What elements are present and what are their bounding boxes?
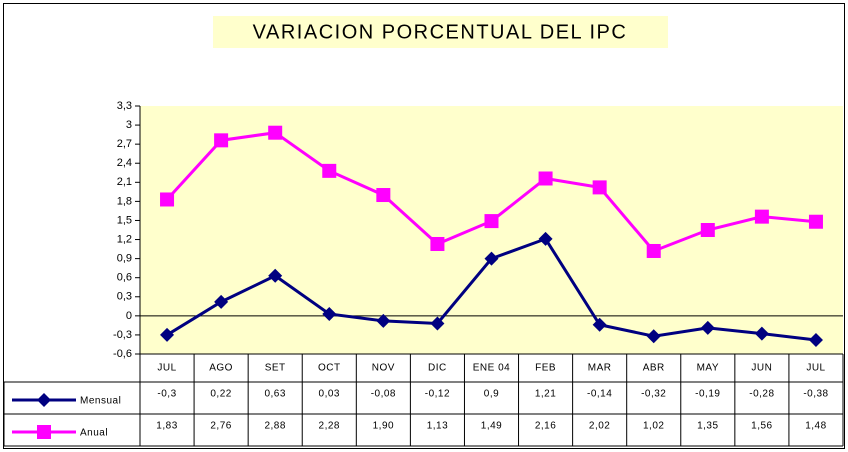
data-point <box>808 214 823 229</box>
legend-label: Anual <box>80 428 108 439</box>
data-point <box>322 306 337 321</box>
data-point <box>646 329 661 344</box>
data-point <box>538 171 553 186</box>
data-point <box>214 133 229 148</box>
x-tick-label: ENE 04 <box>473 363 510 374</box>
data-point <box>484 214 499 229</box>
x-tick-label: FEB <box>535 363 556 374</box>
data-point <box>268 125 283 140</box>
data-point <box>484 251 499 266</box>
data-label: 0,9 <box>484 389 499 400</box>
legend-marker <box>37 393 51 407</box>
data-label: 1,48 <box>805 421 826 432</box>
data-point <box>160 327 175 342</box>
data-point <box>754 209 769 224</box>
x-tick-label: JUL <box>806 363 825 374</box>
data-point <box>700 223 715 237</box>
data-label: 2,76 <box>210 421 231 432</box>
data-label: -0,12 <box>425 389 450 400</box>
data-point <box>376 313 391 328</box>
x-tick-label: JUN <box>751 363 772 374</box>
data-label: -0,38 <box>803 389 828 400</box>
data-label: -0,08 <box>371 389 396 400</box>
x-tick-label: JUL <box>157 363 176 374</box>
y-tick-label: 0 <box>126 310 132 322</box>
data-point <box>160 192 175 207</box>
legend-label: Mensual <box>80 396 121 407</box>
data-label: 1,02 <box>643 421 664 432</box>
y-tick-label: 3 <box>126 119 132 131</box>
data-point <box>808 333 823 348</box>
legend-marker <box>37 425 51 439</box>
data-point <box>700 320 715 335</box>
y-tick-label: -0,6 <box>113 348 132 360</box>
data-label: 0,22 <box>210 389 231 400</box>
data-label: 1,56 <box>751 421 772 432</box>
y-tick-label: 0,3 <box>117 291 132 303</box>
x-tick-label: NOV <box>372 363 395 374</box>
data-point <box>376 188 391 203</box>
data-point <box>430 316 445 331</box>
plot-area <box>140 106 843 354</box>
data-label: 1,83 <box>156 421 177 432</box>
data-label: 1,90 <box>373 421 394 432</box>
x-tick-label: AGO <box>209 363 233 374</box>
data-label: 0,03 <box>319 389 340 400</box>
data-point <box>322 163 337 178</box>
title-box <box>213 16 668 48</box>
x-tick-label: OCT <box>318 363 341 374</box>
data-point <box>646 243 661 258</box>
data-label: -0,32 <box>641 389 666 400</box>
data-label: 2,16 <box>535 421 556 432</box>
data-label: 2,88 <box>264 421 285 432</box>
data-label: 0,63 <box>264 389 285 400</box>
data-label: -0,19 <box>695 389 720 400</box>
data-label: 2,02 <box>589 421 610 432</box>
data-point <box>268 268 283 283</box>
y-tick-label: 0,9 <box>117 253 132 265</box>
y-tick-label: 2,1 <box>117 176 132 188</box>
data-label: -0,3 <box>157 389 176 400</box>
y-tick-label: 1,5 <box>117 214 132 226</box>
x-tick-label: ABR <box>643 363 665 374</box>
x-tick-label: SET <box>265 363 286 374</box>
y-tick-label: 2,4 <box>117 157 132 169</box>
data-point <box>538 231 553 246</box>
data-label: -0,28 <box>749 389 774 400</box>
data-point <box>592 180 607 195</box>
data-label: 1,13 <box>427 421 448 432</box>
y-tick-label: -0,3 <box>113 329 132 341</box>
data-label: 1,21 <box>535 389 556 400</box>
x-tick-label: MAR <box>588 363 612 374</box>
y-tick-label: 1,2 <box>117 233 132 245</box>
data-point <box>754 326 769 341</box>
y-tick-label: 3,3 <box>117 100 132 112</box>
y-tick-label: 1,8 <box>117 195 132 207</box>
x-tick-label: DIC <box>428 363 447 374</box>
data-point <box>592 317 607 332</box>
y-tick-label: 2,7 <box>117 138 132 150</box>
data-label: 1,35 <box>697 421 718 432</box>
chart-title: VARIACION PORCENTUAL DEL IPC <box>253 21 628 43</box>
data-point <box>214 294 229 309</box>
data-label: 1,49 <box>481 421 502 432</box>
data-label: 2,28 <box>319 421 340 432</box>
y-tick-label: 0,6 <box>117 272 132 284</box>
data-label: -0,14 <box>587 389 612 400</box>
x-tick-label: MAY <box>697 363 719 374</box>
data-point <box>430 236 445 251</box>
